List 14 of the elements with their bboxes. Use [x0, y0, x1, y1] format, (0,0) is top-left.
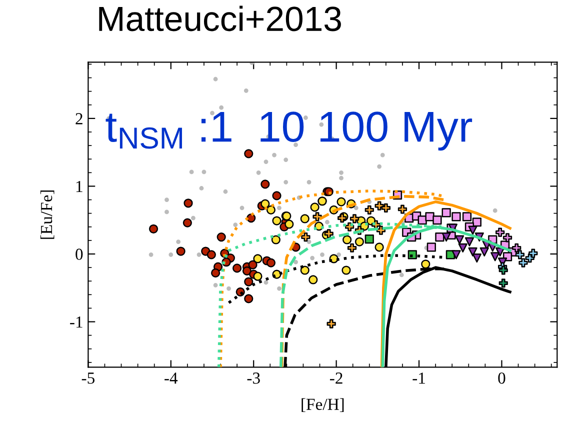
annotation: t$_{NSM}$ :1 10 100 Myr	[106, 112, 472, 151]
y-tick-label: 2	[76, 113, 82, 124]
x-tick-label: -5	[82, 372, 94, 384]
y-tick-label: -1	[70, 316, 82, 328]
x-tick-label: -1	[412, 372, 425, 384]
y-axis-title: [Eu/Fe]	[40, 190, 54, 239]
x-tick-label: -2	[330, 372, 342, 384]
x-axis-title: [Fe/H]	[302, 398, 344, 412]
x-tick-label: -4	[164, 372, 178, 384]
y-tick-label: 0	[76, 248, 83, 260]
chart-title: Matteucci+2013	[99, 6, 341, 32]
y-tick-label: 1	[76, 180, 82, 192]
x-tick-label: 0	[498, 372, 506, 384]
x-tick-label: -3	[247, 372, 260, 384]
